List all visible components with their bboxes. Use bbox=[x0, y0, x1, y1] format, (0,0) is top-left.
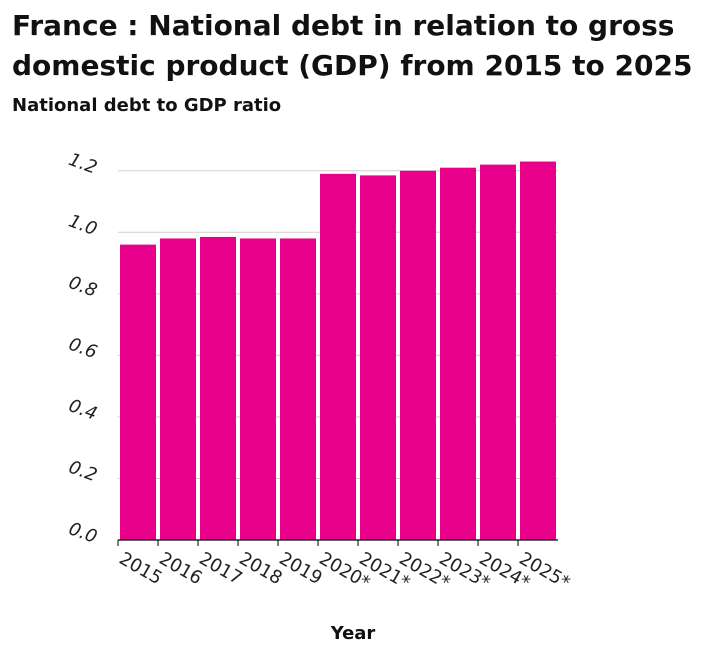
x-axis-label: Year bbox=[330, 623, 376, 644]
x-tick-label: 2015 bbox=[116, 548, 166, 589]
bar-2018 bbox=[240, 238, 276, 540]
x-tick-labels: 201520162017201820192020*2021*2022*2023*… bbox=[116, 548, 574, 594]
x-tick-label: 2018 bbox=[236, 548, 286, 589]
bar-2019 bbox=[280, 238, 316, 540]
bar-2025* bbox=[520, 161, 556, 541]
x-tick-label: 2017 bbox=[196, 548, 246, 589]
y-tick-label: 0.8 bbox=[66, 272, 100, 302]
y-axis-label: National debt to GDP ratio bbox=[12, 95, 282, 116]
bar-2023* bbox=[440, 167, 476, 540]
y-tick-label: 1.0 bbox=[66, 211, 100, 241]
y-tick-label: 0.0 bbox=[66, 518, 100, 548]
y-tick-labels: 0.0 0.2 0.4 0.6 0.8 1.0 1.2 bbox=[66, 149, 100, 548]
y-tick-label: 0.6 bbox=[66, 334, 100, 364]
bar-2024* bbox=[480, 164, 516, 540]
bar-2016 bbox=[160, 238, 196, 540]
chart-title: France : National debt in relation to gr… bbox=[12, 9, 693, 82]
y-tick-label: 0.2 bbox=[66, 457, 100, 487]
y-tick-label: 0.4 bbox=[66, 395, 100, 425]
y-tick-label: 1.2 bbox=[66, 149, 100, 179]
bar-2022* bbox=[400, 170, 436, 540]
bar-2015 bbox=[120, 244, 156, 540]
bar-2020* bbox=[320, 173, 356, 540]
bar-2021* bbox=[360, 175, 396, 540]
x-tick-label: 2016 bbox=[156, 548, 206, 589]
x-axis bbox=[117, 539, 558, 546]
bar-2017 bbox=[200, 236, 236, 540]
x-tick-label: 2019 bbox=[276, 548, 326, 589]
bars bbox=[120, 161, 556, 541]
